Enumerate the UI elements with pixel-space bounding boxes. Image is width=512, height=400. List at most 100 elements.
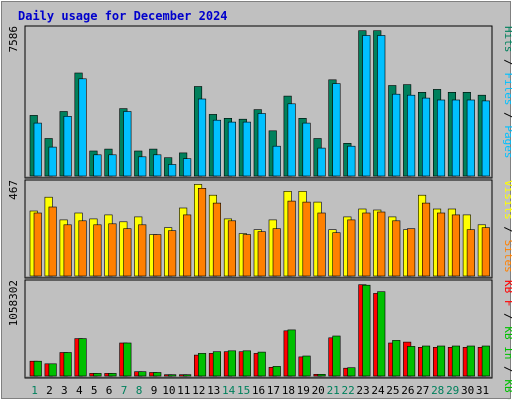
bar-kb-in-day-25 bbox=[392, 340, 401, 377]
bar-files-day-7 bbox=[123, 111, 132, 177]
x-tick-day-14: 14 bbox=[222, 384, 236, 397]
bar-files-day-17 bbox=[272, 145, 281, 177]
bar-sites-day-1 bbox=[33, 212, 42, 277]
bar-sites-day-19 bbox=[302, 201, 311, 277]
bar-files-day-2 bbox=[48, 146, 57, 177]
bar-sites-day-6 bbox=[108, 223, 117, 277]
x-tick-day-3: 3 bbox=[61, 384, 68, 397]
bar-sites-day-2 bbox=[48, 206, 57, 277]
bar-kb-in-day-14 bbox=[227, 350, 236, 377]
bar-files-day-23 bbox=[362, 35, 371, 177]
x-tick-day-4: 4 bbox=[76, 384, 83, 397]
bar-sites-day-14 bbox=[227, 220, 236, 277]
bar-sites-day-23 bbox=[362, 212, 371, 277]
bar-sites-day-16 bbox=[257, 231, 266, 277]
x-tick-day-28: 28 bbox=[431, 384, 444, 397]
panel-1-legend: Hits / Files / Pages bbox=[502, 26, 512, 159]
bar-kb-in-day-1 bbox=[33, 360, 42, 377]
bar-files-day-3 bbox=[63, 116, 72, 177]
panel-2-legend: Visits / Sites bbox=[502, 180, 512, 273]
bar-sites-day-27 bbox=[421, 202, 431, 277]
x-tick-day-15: 15 bbox=[237, 384, 250, 397]
x-tick-day-25: 25 bbox=[386, 384, 399, 397]
bar-files-day-14 bbox=[227, 121, 236, 177]
bar-kb-in-day-18 bbox=[287, 329, 296, 377]
bar-sites-day-8 bbox=[138, 224, 147, 277]
legend-entry: / bbox=[502, 360, 512, 380]
bar-kb-in-day-7 bbox=[123, 342, 132, 377]
legend-entry: / bbox=[502, 53, 512, 73]
bar-kb-in-day-16 bbox=[257, 351, 266, 377]
bar-sites-day-3 bbox=[63, 224, 72, 277]
legend-entry: KB F bbox=[502, 280, 512, 307]
bar-kb-in-day-23 bbox=[362, 284, 371, 377]
bar-sites-day-20 bbox=[317, 212, 326, 277]
legend-entry: / bbox=[502, 220, 512, 240]
panel-1: 7586 Hits / Files / Pages bbox=[7, 25, 512, 179]
bar-files-day-31 bbox=[481, 100, 490, 177]
bar-sites-day-13 bbox=[212, 202, 221, 277]
bar-kb-in-day-13 bbox=[212, 351, 221, 377]
bar-kb-in-day-28 bbox=[436, 345, 446, 377]
bar-kb-in-day-26 bbox=[407, 346, 416, 377]
panel-2-ymax-label: 467 bbox=[7, 180, 20, 200]
x-tick-day-19: 19 bbox=[297, 384, 310, 397]
x-tick-day-20: 20 bbox=[312, 384, 325, 397]
bar-files-day-5 bbox=[93, 154, 102, 177]
bar-files-day-9 bbox=[153, 154, 162, 177]
bar-files-day-16 bbox=[257, 113, 266, 177]
legend-entry: / bbox=[502, 106, 512, 126]
bar-files-day-22 bbox=[347, 145, 356, 177]
bar-sites-day-15 bbox=[242, 234, 251, 277]
bar-files-day-4 bbox=[78, 78, 87, 177]
legend-entry: KB In bbox=[502, 326, 512, 359]
bar-sites-day-17 bbox=[272, 228, 281, 277]
bar-files-day-29 bbox=[451, 99, 461, 177]
bar-sites-day-26 bbox=[407, 228, 416, 277]
bar-kb-in-day-21 bbox=[332, 335, 341, 377]
x-tick-day-6: 6 bbox=[106, 384, 113, 397]
bar-kb-in-day-4 bbox=[78, 338, 87, 377]
bar-kb-in-day-24 bbox=[377, 291, 386, 377]
bar-kb-in-day-15 bbox=[242, 350, 251, 377]
bar-files-day-13 bbox=[212, 119, 221, 177]
x-tick-day-1: 1 bbox=[31, 384, 38, 397]
bar-kb-in-day-19 bbox=[302, 355, 311, 377]
x-tick-day-24: 24 bbox=[371, 384, 385, 397]
bar-kb-in-day-3 bbox=[63, 352, 72, 377]
bar-files-day-20 bbox=[317, 147, 326, 177]
bar-kb-in-day-12 bbox=[198, 353, 207, 377]
bar-files-day-19 bbox=[302, 122, 311, 177]
bar-files-day-28 bbox=[436, 99, 446, 177]
bar-kb-in-day-9 bbox=[153, 372, 162, 377]
panel-2: 467 Visits / Sites bbox=[7, 179, 512, 279]
bar-files-day-1 bbox=[33, 122, 42, 177]
bar-sites-day-29 bbox=[451, 214, 461, 277]
legend-entry: Hits bbox=[502, 26, 512, 53]
x-tick-day-22: 22 bbox=[341, 384, 354, 397]
bar-kb-in-day-27 bbox=[421, 345, 431, 377]
bar-files-day-18 bbox=[287, 103, 296, 177]
bar-files-day-11 bbox=[183, 158, 192, 177]
bar-sites-day-12 bbox=[198, 188, 207, 277]
x-tick-day-9: 9 bbox=[151, 384, 158, 397]
legend-entry: KB Out bbox=[502, 379, 512, 400]
bar-files-day-12 bbox=[198, 98, 207, 177]
x-tick-day-7: 7 bbox=[121, 384, 128, 397]
bar-sites-day-9 bbox=[153, 234, 162, 277]
bar-kb-in-day-29 bbox=[451, 345, 461, 377]
bar-kb-in-day-30 bbox=[466, 345, 475, 377]
bar-files-day-15 bbox=[242, 121, 251, 177]
bar-sites-day-25 bbox=[392, 220, 401, 277]
legend-entry: Pages bbox=[502, 125, 512, 158]
legend-entry: / bbox=[502, 307, 512, 327]
bar-sites-day-18 bbox=[287, 200, 296, 277]
panel-3-legend: KB F / KB In / KB Out bbox=[502, 280, 512, 400]
bar-files-day-26 bbox=[407, 94, 416, 177]
bar-sites-day-7 bbox=[123, 228, 132, 277]
bar-kb-in-day-22 bbox=[347, 367, 356, 377]
bar-sites-day-24 bbox=[377, 211, 386, 277]
x-tick-day-18: 18 bbox=[282, 384, 295, 397]
